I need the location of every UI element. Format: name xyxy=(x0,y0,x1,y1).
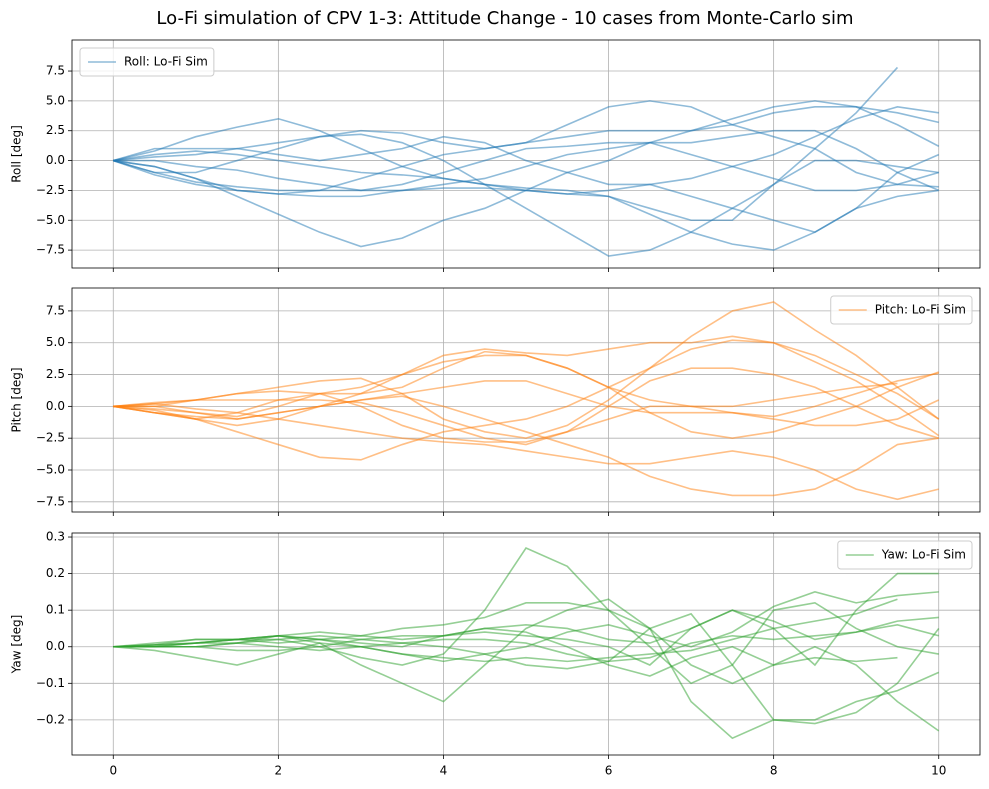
y-tick-label: 0.2 xyxy=(46,566,65,580)
series-line xyxy=(113,627,898,677)
legend-box xyxy=(830,295,973,325)
legend: Pitch: Lo-Fi Sim xyxy=(830,295,973,325)
subplot: 0 2 4 6 8 10 −0.2 −0.1 0.0 0.1 0.2 0.3 Yaw [deg] Yaw:… xyxy=(10,530,981,778)
series-line xyxy=(113,403,939,501)
series-line xyxy=(113,598,898,663)
y-tick-label: 0.0 xyxy=(46,153,65,167)
x-tick-label: 2 xyxy=(275,764,283,778)
series-line xyxy=(113,395,939,497)
legend: Roll: Lo-Fi Sim xyxy=(79,47,215,77)
x-tick-label: 0 xyxy=(109,764,117,778)
legend-box xyxy=(837,540,973,570)
y-tick-label: −5.0 xyxy=(36,463,65,477)
series-line xyxy=(113,616,939,663)
figure-title: Lo-Fi simulation of CPV 1-3: Attitude Ch… xyxy=(156,8,853,29)
axes-frame xyxy=(71,287,981,513)
plot-area xyxy=(113,546,940,740)
y-tick-label: 5.0 xyxy=(46,335,65,349)
series-line xyxy=(113,141,939,192)
y-tick-label: 7.5 xyxy=(46,303,65,317)
series-line xyxy=(113,117,940,251)
legend-box xyxy=(79,47,215,77)
axes-frame xyxy=(71,532,981,756)
y-axis-label: Yaw [deg] xyxy=(10,615,24,675)
series-line xyxy=(113,367,939,446)
x-tick-label: 10 xyxy=(931,764,946,778)
series-line xyxy=(113,380,940,427)
plot-area xyxy=(113,301,940,501)
y-tick-label: −7.5 xyxy=(36,494,65,508)
series-line xyxy=(113,354,898,418)
y-tick-label: 5.0 xyxy=(46,93,65,107)
legend-label: Yaw: Lo-Fi Sim xyxy=(881,548,966,562)
y-tick-label: 2.5 xyxy=(46,123,65,137)
subplot: −7.5 −5.0 −2.5 0.0 2.5 5.0 7.5 Roll [deg] Roll: … xyxy=(10,39,981,272)
y-tick-label: −5.0 xyxy=(36,213,65,227)
y-tick-label: 0.0 xyxy=(46,399,65,413)
x-tick-label: 6 xyxy=(605,764,613,778)
series-line xyxy=(113,598,940,740)
y-tick-label: 0.0 xyxy=(46,639,65,653)
y-axis-label: Pitch [deg] xyxy=(10,367,24,432)
series-line xyxy=(113,612,940,725)
axes-frame xyxy=(71,39,981,269)
y-tick-label: 0.3 xyxy=(46,530,65,544)
y-tick-label: 0.1 xyxy=(46,603,65,617)
subplot: −7.5 −5.0 −2.5 0.0 2.5 5.0 7.5 Pitch [deg] Pitch… xyxy=(10,287,981,516)
series-line xyxy=(113,106,939,195)
y-tick-label: −0.1 xyxy=(36,676,65,690)
legend-label: Roll: Lo-Fi Sim xyxy=(124,55,208,69)
series-line xyxy=(113,572,939,667)
x-tick-label: 4 xyxy=(440,764,448,778)
y-tick-label: 7.5 xyxy=(46,64,65,78)
series-line xyxy=(113,129,940,198)
series-line xyxy=(113,591,939,666)
y-axis-label: Roll [deg] xyxy=(10,125,24,183)
series-line xyxy=(113,301,940,439)
plot-area xyxy=(113,66,940,257)
series-line xyxy=(113,609,939,652)
x-tick-label: 8 xyxy=(770,764,778,778)
y-tick-label: −0.2 xyxy=(36,712,65,726)
series-line xyxy=(113,339,940,461)
y-tick-label: −7.5 xyxy=(36,243,65,257)
series-line xyxy=(113,100,939,248)
legend: Yaw: Lo-Fi Sim xyxy=(837,540,973,570)
y-tick-label: −2.5 xyxy=(36,183,65,197)
series-line xyxy=(113,133,939,257)
series-line xyxy=(113,372,939,443)
series-line xyxy=(113,66,899,222)
y-tick-label: −2.5 xyxy=(36,431,65,445)
series-line xyxy=(113,135,939,234)
series-line xyxy=(113,100,939,188)
legend-label: Pitch: Lo-Fi Sim xyxy=(875,303,966,317)
series-line xyxy=(113,106,940,195)
y-tick-label: 2.5 xyxy=(46,367,65,381)
